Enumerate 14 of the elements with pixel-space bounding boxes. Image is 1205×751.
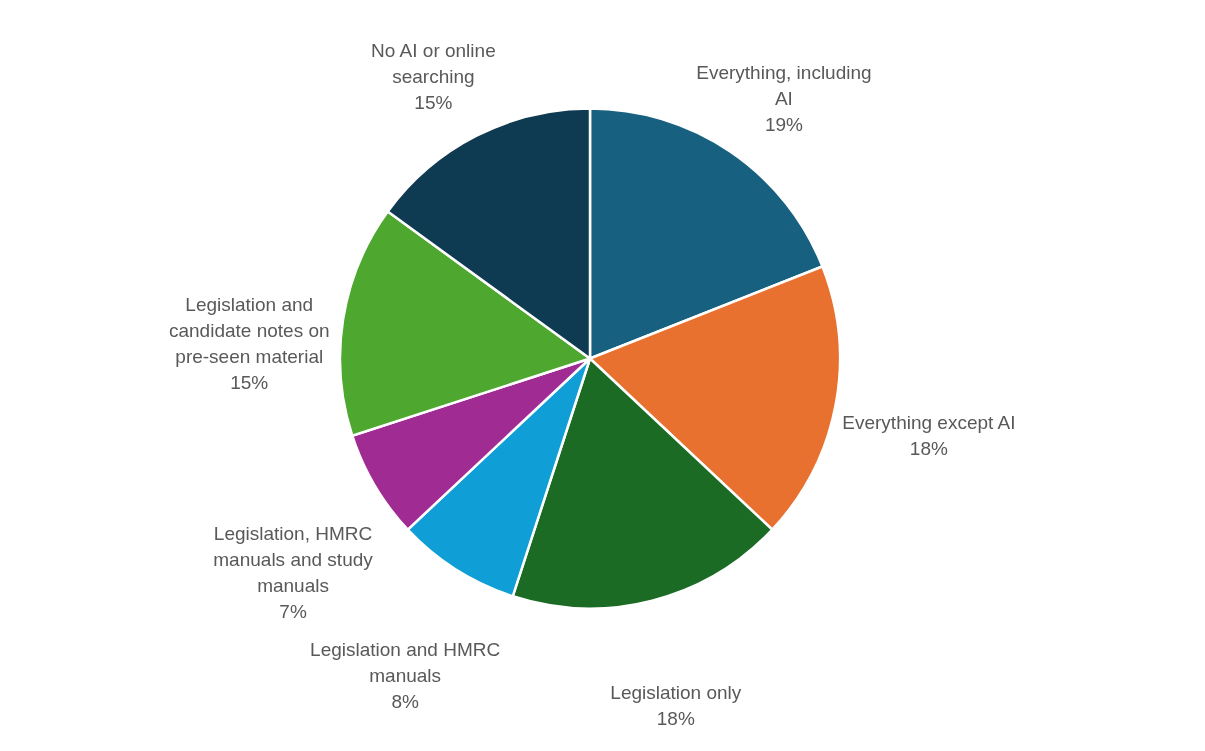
data-label: 15% bbox=[414, 92, 453, 114]
data-label: 18% bbox=[909, 438, 949, 460]
slice-label: No AI or online searching bbox=[371, 40, 496, 88]
slice-label: Legislation and HMRC manuals bbox=[310, 638, 501, 686]
data-label: 7% bbox=[279, 601, 307, 623]
slice-label: Legislation only bbox=[610, 681, 742, 703]
data-label: 15% bbox=[230, 371, 269, 393]
slice-label: Everything except AI bbox=[842, 412, 1016, 434]
slice-label: Everything, including AI bbox=[696, 62, 872, 110]
data-label: 18% bbox=[656, 707, 695, 729]
slice-label: Legislation and candidate notes on pre-seen material bbox=[168, 293, 330, 367]
slice-label: Legislation, HMRC manuals and study manuals bbox=[213, 523, 374, 597]
data-label: 19% bbox=[764, 114, 804, 136]
data-label: 8% bbox=[391, 690, 419, 712]
